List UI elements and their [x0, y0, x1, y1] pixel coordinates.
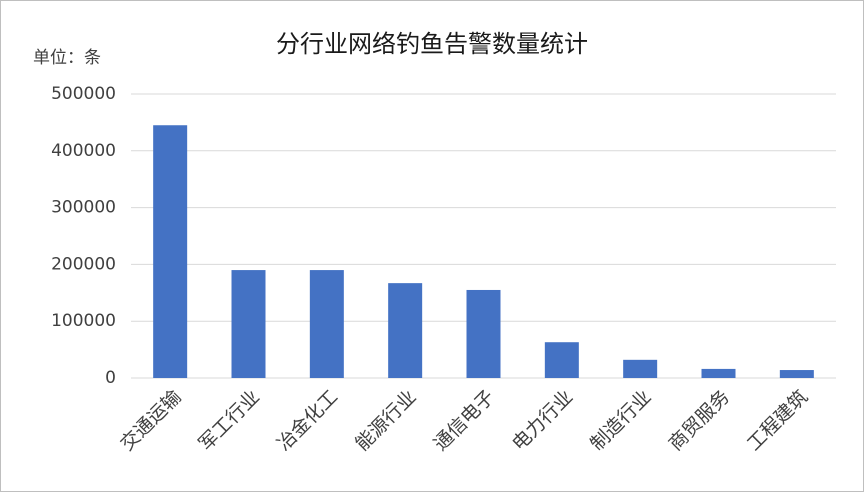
bar [779, 370, 814, 378]
y-tick-label: 0 [105, 368, 116, 388]
bar [153, 125, 188, 379]
bar [466, 289, 501, 378]
y-tick-label: 400000 [51, 141, 116, 161]
bar [388, 283, 423, 378]
bar [701, 368, 736, 378]
y-tick-label: 300000 [51, 198, 116, 218]
y-tick-label: 500000 [51, 84, 116, 104]
chart-title: 分行业网络钓鱼告警数量统计 [276, 30, 588, 58]
y-tick-label: 200000 [51, 254, 116, 274]
y-axis-label: 单位：条 [33, 48, 101, 68]
bar [309, 270, 344, 378]
bar [231, 270, 266, 378]
bar [623, 359, 658, 378]
y-tick-label: 100000 [51, 311, 116, 331]
bar [544, 342, 579, 378]
